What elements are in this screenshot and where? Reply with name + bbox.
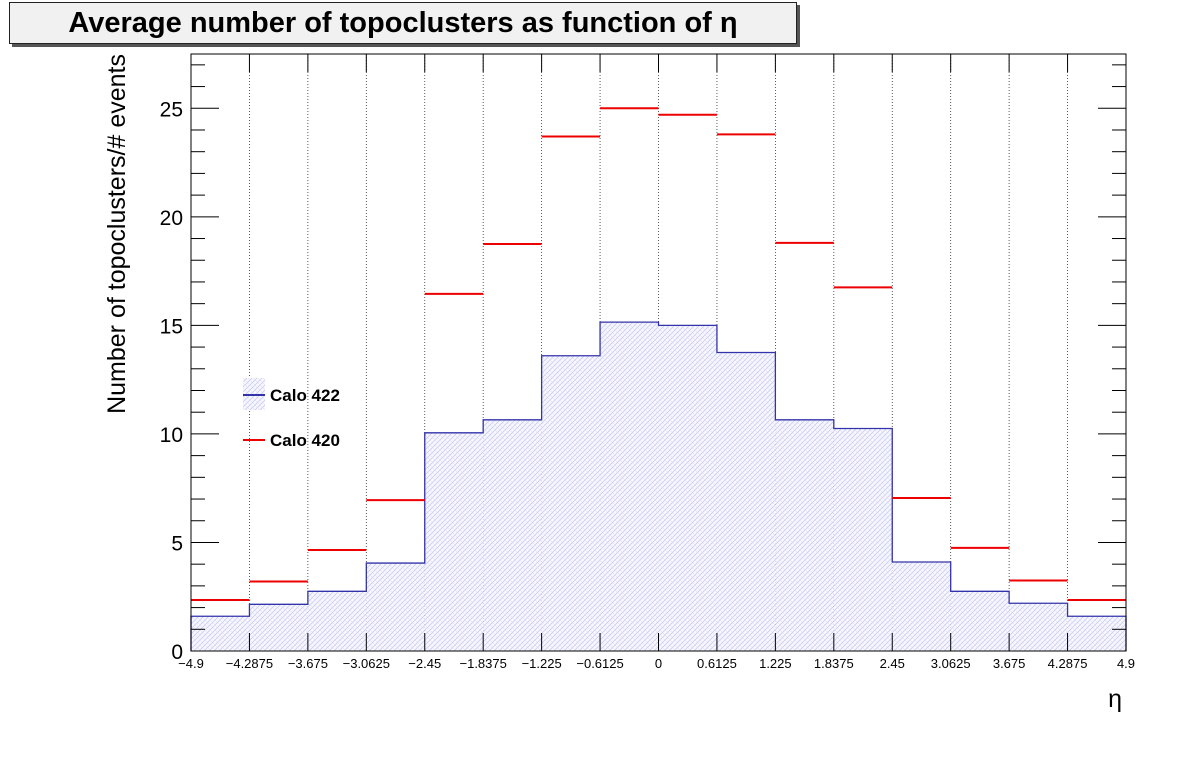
x-tick-label: 0.6125 (697, 656, 737, 671)
chart-title: Average number of topoclusters as functi… (68, 6, 738, 39)
y-tick-label: 10 (160, 424, 183, 447)
y-tick-label: 25 (160, 98, 183, 121)
y-tick-label: 20 (160, 207, 183, 230)
x-tick-label: −4.2875 (226, 656, 273, 671)
axis-ticks (190, 54, 1127, 652)
calo-420-markers (191, 107, 1126, 601)
bar (658, 325, 717, 651)
bar (1009, 603, 1068, 651)
calo-422-histogram (191, 322, 1126, 651)
legend-label-calo-420: Calo 420 (270, 431, 340, 450)
x-tick-label: −1.225 (522, 656, 562, 671)
bar (600, 322, 659, 651)
x-tick-label: 1.8375 (814, 656, 854, 671)
x-tick-label: 2.45 (880, 656, 905, 671)
x-tick-label: −3.0625 (343, 656, 390, 671)
bar (191, 616, 250, 651)
y-axis-title: Number of topoclusters/# events (103, 54, 131, 414)
x-tick-label: 3.0625 (931, 656, 971, 671)
bar (249, 604, 308, 651)
chart-title-box: Average number of topoclusters as functi… (9, 2, 797, 44)
x-tick-label: −2.45 (408, 656, 441, 671)
x-tick-label: 4.9 (1117, 656, 1135, 671)
bar (307, 591, 367, 651)
bar (541, 355, 601, 651)
calo-422-outline (190, 321, 1127, 651)
x-tick-label: 0 (655, 656, 662, 671)
y-tick-label: 0 (171, 641, 183, 664)
grid (249, 54, 1068, 651)
bar (775, 419, 834, 651)
axis-tick-labels: 0 5 10 15 20 25 −4.9 −4.2875 −3.675 −3.0625 −2.45 −… (160, 98, 1135, 671)
bar (366, 563, 425, 651)
bar (424, 432, 484, 651)
x-tick-label: −1.8375 (460, 656, 507, 671)
legend-label-calo-422: Calo 422 (270, 386, 340, 405)
x-tick-label: −0.6125 (576, 656, 623, 671)
legend: Calo 422 Calo 420 (243, 378, 340, 450)
x-tick-label: 3.675 (993, 656, 1026, 671)
x-tick-label: 1.225 (759, 656, 792, 671)
bar (716, 352, 776, 651)
x-tick-label: 4.2875 (1048, 656, 1088, 671)
x-tick-label: −3.675 (288, 656, 328, 671)
bar (950, 591, 1010, 651)
bar (1067, 616, 1126, 651)
y-tick-label: 5 (171, 532, 183, 555)
y-tick-label: 15 (160, 315, 183, 338)
bar (483, 419, 542, 651)
x-axis-title: η (1108, 685, 1122, 713)
x-tick-label: −4.9 (178, 656, 204, 671)
bar (833, 428, 893, 651)
bar (892, 561, 951, 651)
